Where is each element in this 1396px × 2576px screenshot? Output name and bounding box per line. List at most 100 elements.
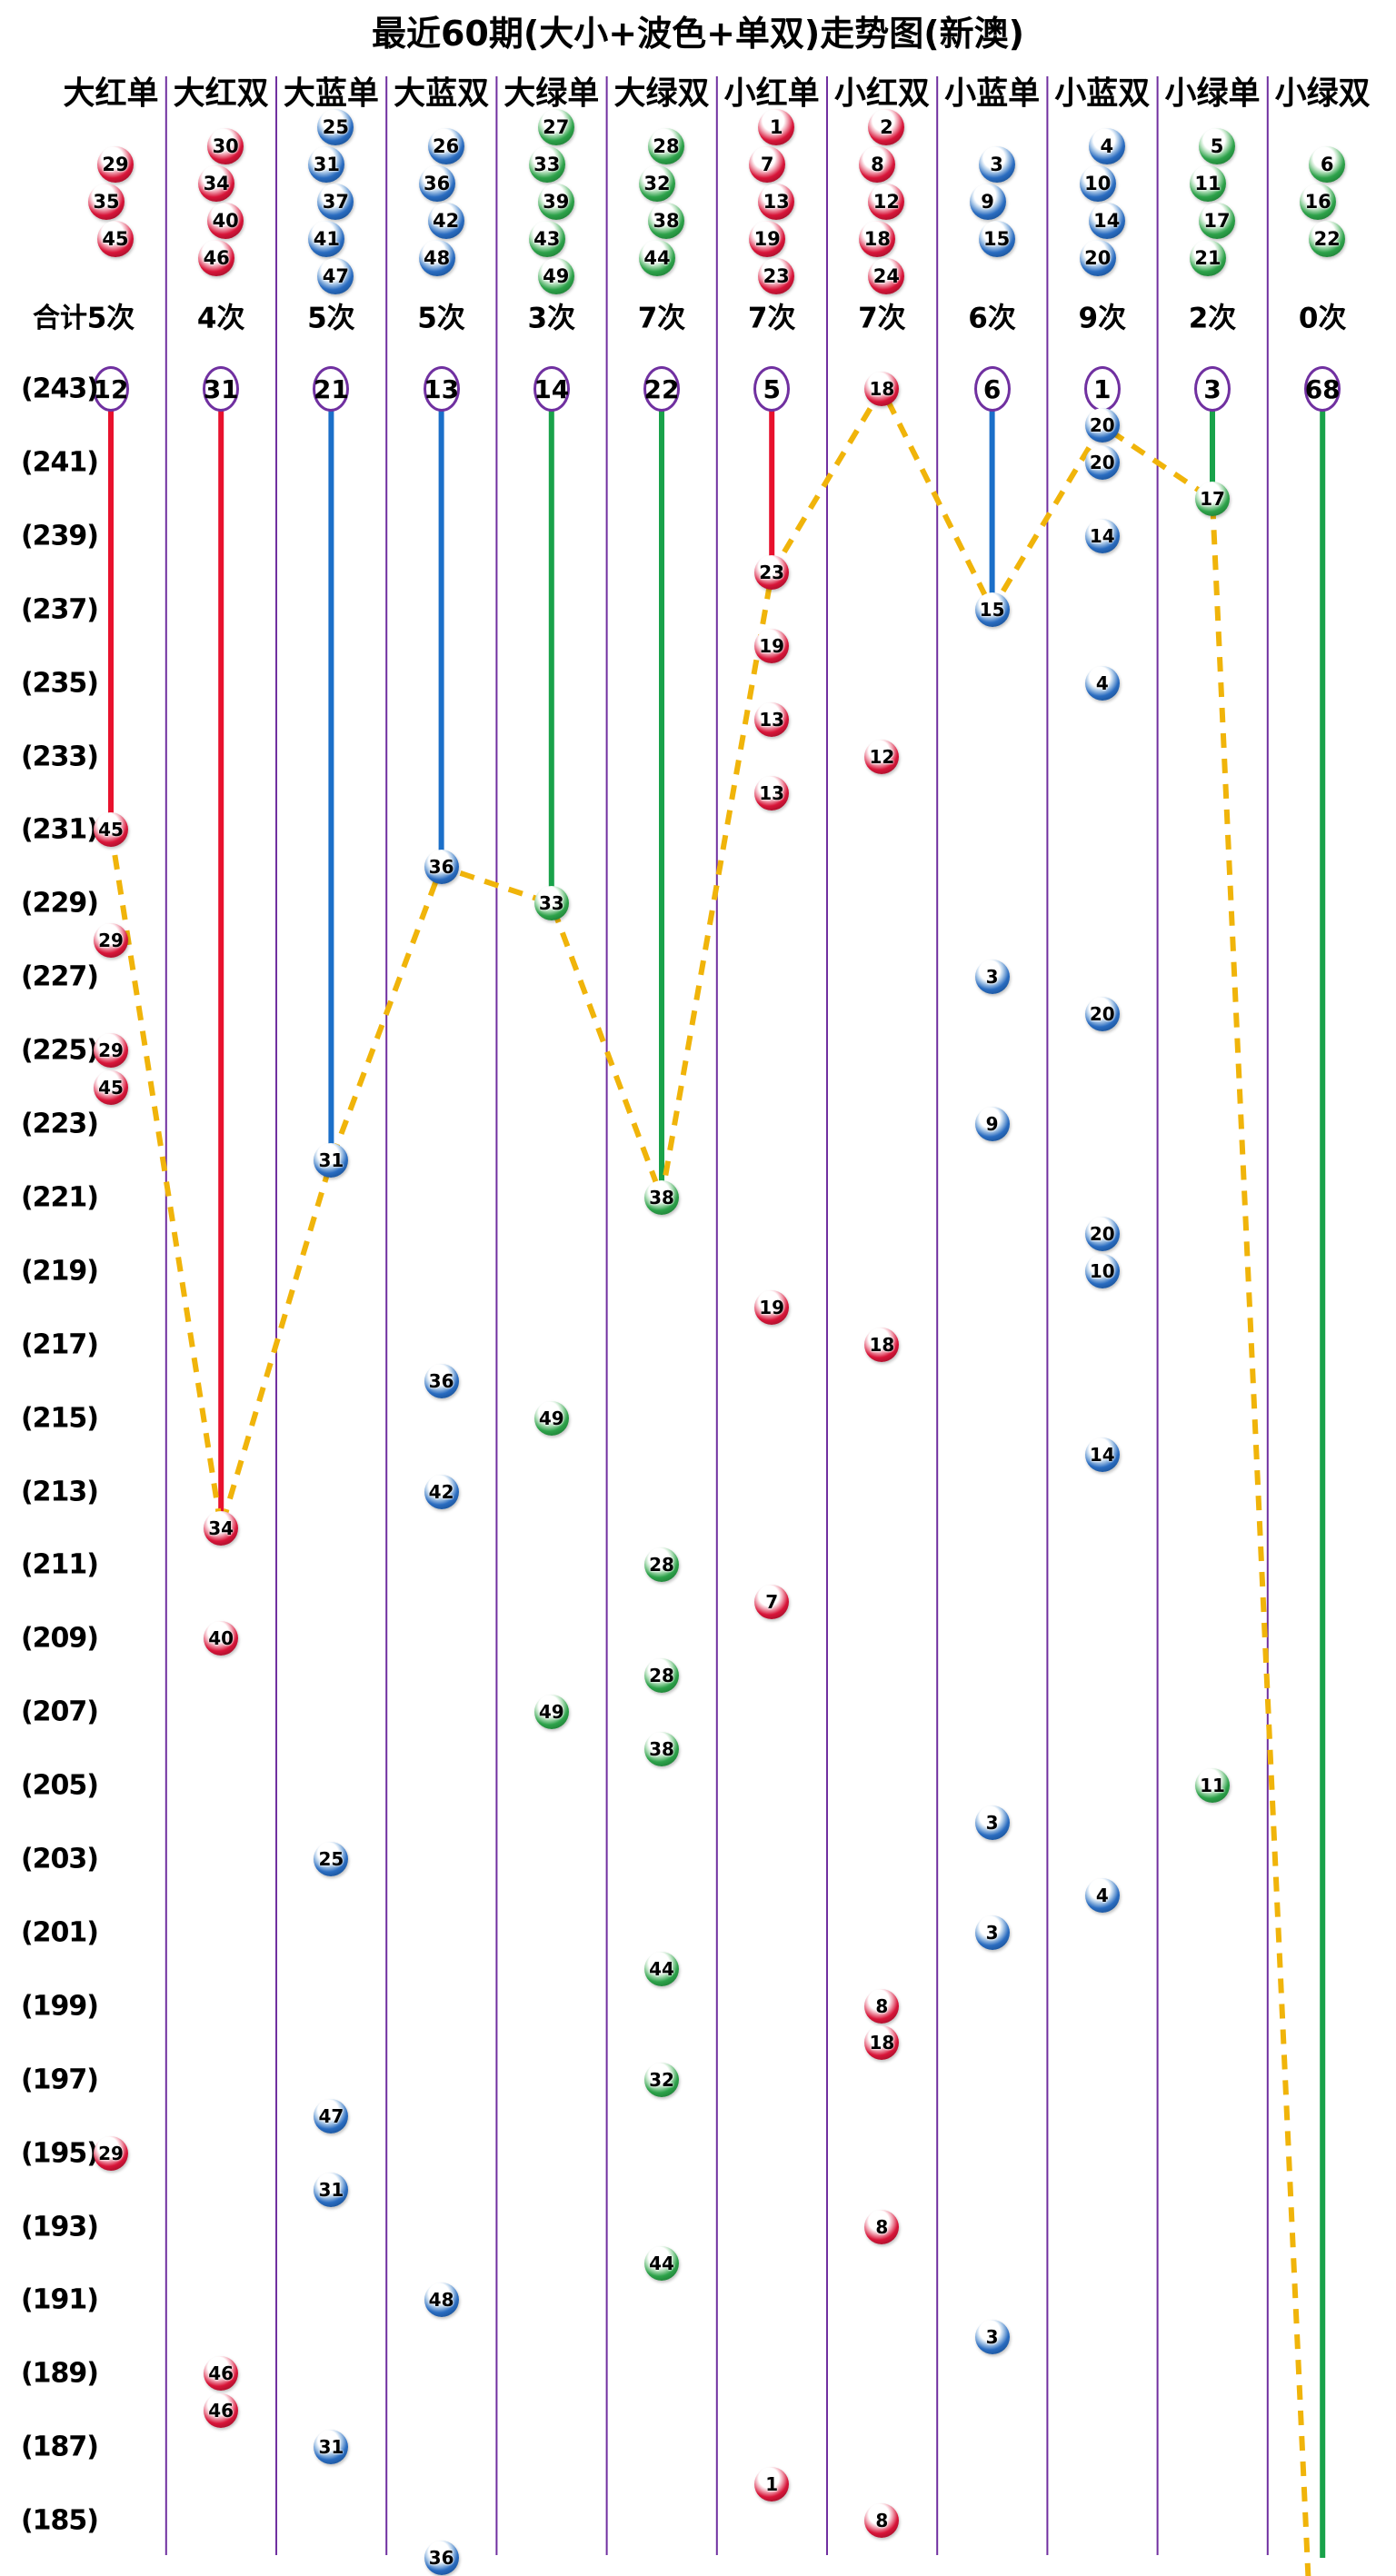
miss-count-circle: 21 xyxy=(313,366,350,412)
row-label: (225) xyxy=(20,1034,99,1067)
chart-ball: 7 xyxy=(754,1584,790,1619)
legend-ball: 23 xyxy=(758,258,795,294)
row-label: (237) xyxy=(20,593,99,626)
chart-ball: 9 xyxy=(974,1107,1010,1141)
row-label: (215) xyxy=(20,1402,99,1435)
chart-ball: 20 xyxy=(1084,996,1120,1031)
row-label: (239) xyxy=(20,520,99,552)
row-label: (209) xyxy=(20,1622,99,1655)
legend-ball: 10 xyxy=(1079,164,1116,202)
column-total: 6次 xyxy=(968,302,1016,335)
row-label: (229) xyxy=(20,887,99,920)
legend-ball: 30 xyxy=(207,127,244,164)
legend-ball: 8 xyxy=(859,146,896,183)
legend-ball: 18 xyxy=(859,221,896,257)
row-label: (211) xyxy=(20,1548,99,1581)
chart-ball: 31 xyxy=(314,2173,349,2208)
legend-ball: 11 xyxy=(1190,164,1226,202)
column-header: 大蓝单 xyxy=(283,75,379,113)
chart-ball: 38 xyxy=(644,1731,679,1766)
chart-ball: 14 xyxy=(1084,1437,1120,1473)
column-header: 大绿双 xyxy=(613,75,710,113)
column-total: 9次 xyxy=(1078,302,1127,335)
chart-ball: 13 xyxy=(754,775,790,811)
legend-ball: 33 xyxy=(528,146,565,183)
chart-ball: 8 xyxy=(864,2503,900,2539)
chart-ball: 31 xyxy=(314,1143,349,1179)
chart-ball: 18 xyxy=(864,2025,900,2061)
chart-ball: 3 xyxy=(974,1805,1010,1840)
chart-ball: 18 xyxy=(864,372,900,406)
row-label: (201) xyxy=(20,1916,99,1949)
row-label: (227) xyxy=(20,960,99,993)
legend-ball: 42 xyxy=(427,202,464,239)
legend-ball: 28 xyxy=(648,127,684,164)
row-label: (203) xyxy=(20,1843,99,1875)
chart-ball: 20 xyxy=(1084,1217,1120,1252)
column-total: 7次 xyxy=(637,302,686,335)
legend-ball: 16 xyxy=(1300,184,1337,220)
chart-ball: 36 xyxy=(424,849,459,884)
legend-ball: 44 xyxy=(639,239,675,276)
chart-ball: 17 xyxy=(1195,482,1230,517)
chart-ball: 4 xyxy=(1084,665,1120,701)
legend-ball: 37 xyxy=(317,184,354,220)
legend-ball: 45 xyxy=(97,221,134,257)
chart-ball: 29 xyxy=(94,1033,128,1069)
row-label: (205) xyxy=(20,1769,99,1802)
chart-ball: 20 xyxy=(1084,408,1120,443)
legend-ball: 19 xyxy=(749,221,786,257)
column-total: 5次 xyxy=(86,302,135,335)
chart-ball: 49 xyxy=(533,1400,569,1436)
chart-ball: 31 xyxy=(314,2430,349,2465)
chart-ball: 42 xyxy=(424,1474,459,1509)
column-header: 小红单 xyxy=(723,75,820,113)
column-total: 2次 xyxy=(1188,302,1237,335)
chart-ball: 44 xyxy=(644,1952,679,1987)
legend-ball: 39 xyxy=(537,184,574,220)
legend-ball: 40 xyxy=(207,202,244,239)
chart-ball: 33 xyxy=(533,886,569,921)
legend-ball: 22 xyxy=(1309,221,1346,257)
legend-ball: 25 xyxy=(317,109,354,145)
chart-ball: 46 xyxy=(204,2356,239,2392)
miss-count-circle: 31 xyxy=(203,366,240,412)
legend-ball: 21 xyxy=(1190,239,1226,276)
column-header: 大红单 xyxy=(63,75,159,113)
chart-ball: 19 xyxy=(754,1290,790,1326)
legend-ball: 13 xyxy=(758,184,795,220)
chart-ball: 45 xyxy=(94,812,128,848)
legend-ball: 47 xyxy=(317,258,354,294)
chart-ball: 29 xyxy=(94,2135,128,2171)
chart-ball: 49 xyxy=(533,1695,569,1730)
chart-ball: 20 xyxy=(1084,444,1120,480)
legend-ball: 3 xyxy=(978,146,1015,183)
chart-ball: 36 xyxy=(424,2540,459,2575)
miss-count-circle: 5 xyxy=(753,366,791,412)
miss-count-circle: 22 xyxy=(643,366,680,412)
row-label: (217) xyxy=(20,1328,99,1361)
legend-ball: 15 xyxy=(978,221,1015,257)
column-total: 5次 xyxy=(417,302,465,335)
chart-ball: 3 xyxy=(974,1915,1010,1950)
legend-ball: 35 xyxy=(88,184,125,220)
chart-ball: 23 xyxy=(754,555,790,591)
row-label: (185) xyxy=(20,2504,99,2537)
legend-ball: 2 xyxy=(868,109,905,145)
chart-ball: 3 xyxy=(974,960,1010,995)
legend-ball: 7 xyxy=(749,146,786,183)
legend-ball: 20 xyxy=(1079,239,1116,276)
chart-ball: 13 xyxy=(754,702,790,738)
miss-count-circle: 68 xyxy=(1304,366,1341,412)
legend-ball: 4 xyxy=(1088,127,1125,164)
chart-ball: 25 xyxy=(314,1842,349,1876)
legend-ball: 24 xyxy=(868,258,905,294)
row-label: (193) xyxy=(20,2211,99,2243)
chart-ball: 4 xyxy=(1084,1878,1120,1914)
legend-ball: 27 xyxy=(537,109,574,145)
legend-ball: 9 xyxy=(969,184,1006,220)
legend-ball: 49 xyxy=(537,258,574,294)
chart-ball: 45 xyxy=(94,1069,128,1105)
legend-ball: 41 xyxy=(308,221,345,257)
